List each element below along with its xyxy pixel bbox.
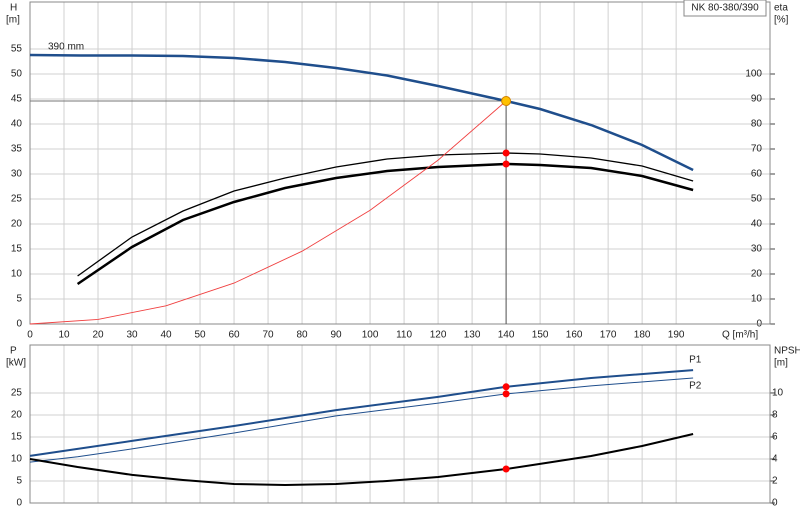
y-tick-label: 20 [11, 410, 23, 421]
y-axis-label: P [10, 346, 17, 357]
chart-title: NK 80-380/390 [691, 3, 759, 14]
y2-tick-label: 60 [751, 169, 763, 180]
y-tick-label: 15 [11, 244, 23, 255]
marker-point [501, 96, 512, 106]
series-label: P1 [689, 355, 702, 366]
marker-point [502, 160, 510, 168]
y-tick-label: 30 [11, 169, 23, 180]
y-tick-label: 10 [11, 269, 23, 280]
y-tick-label: 15 [11, 432, 23, 443]
marker-point [502, 390, 510, 398]
y2-tick-label: 50 [751, 194, 763, 205]
y2-tick-label: 0 [772, 498, 778, 509]
marker-point [502, 383, 510, 391]
y2-tick-label: 10 [751, 294, 763, 305]
marker-point [502, 149, 510, 157]
x-tick-label: 110 [396, 330, 412, 341]
x-tick-label: 140 [498, 330, 515, 341]
y2-tick-label: 70 [751, 144, 763, 155]
y2-tick-label: 6 [772, 432, 778, 443]
y2-tick-label: 40 [751, 219, 763, 230]
y-tick-label: 40 [11, 119, 23, 130]
y2-axis-unit: [%] [774, 15, 789, 26]
x-tick-label: 0 [27, 330, 33, 341]
x-tick-label: 10 [58, 330, 70, 341]
x-tick-label: 170 [600, 330, 617, 341]
x-tick-label: 40 [160, 330, 172, 341]
series-label: P2 [689, 381, 702, 392]
y2-tick-label: 90 [751, 94, 763, 105]
y2-tick-label: 30 [751, 244, 763, 255]
y2-tick-label: 8 [772, 410, 778, 421]
y-tick-label: 55 [11, 44, 23, 55]
title-box [683, 0, 767, 17]
plot-frame [29, 344, 771, 504]
x-tick-label: 180 [634, 330, 651, 341]
x-tick-label: 160 [566, 330, 583, 341]
x-tick-label: 130 [464, 330, 481, 341]
y2-axis-label: eta [774, 3, 788, 14]
y2-tick-label: 20 [751, 269, 763, 280]
y2-tick-label: 2 [772, 476, 778, 487]
x-tick-label: 30 [126, 330, 138, 341]
x-tick-label: 120 [430, 330, 447, 341]
y-tick-label: 45 [11, 94, 23, 105]
y-tick-label: 0 [16, 498, 22, 509]
series-label: 390 mm [48, 42, 84, 53]
plot-frame [29, 1, 771, 325]
series-line [29, 433, 694, 487]
y2-tick-label: 4 [772, 454, 778, 465]
y-tick-label: 5 [16, 476, 22, 487]
x-axis-label: Q [m³/h] [722, 330, 758, 341]
series-line [29, 53, 694, 172]
x-tick-label: 70 [262, 330, 274, 341]
y-tick-label: 5 [16, 294, 22, 305]
y-tick-label: 10 [11, 454, 23, 465]
series-line [29, 369, 694, 457]
y-axis-label: H [10, 3, 17, 14]
y-axis-unit: [kW] [6, 358, 26, 369]
x-tick-label: 150 [532, 330, 549, 341]
series-line [77, 152, 694, 277]
y-tick-label: 25 [11, 194, 23, 205]
x-tick-label: 20 [92, 330, 104, 341]
x-tick-label: 60 [228, 330, 240, 341]
y-axis-unit: [m] [6, 15, 20, 26]
series-line [29, 100, 507, 325]
series-line [29, 377, 694, 463]
x-tick-label: 80 [296, 330, 308, 341]
y-tick-label: 50 [11, 69, 23, 80]
series-line [76, 162, 694, 286]
y2-axis-unit: [m] [774, 358, 788, 369]
y-tick-label: 35 [11, 144, 23, 155]
x-tick-label: 90 [331, 330, 343, 341]
y-tick-label: 20 [11, 219, 23, 230]
marker-point [502, 465, 510, 473]
y2-axis-label: NPSH [774, 346, 800, 357]
y2-tick-label: 10 [772, 388, 784, 399]
x-tick-label: 190 [668, 330, 685, 341]
y2-tick-label: 100 [745, 69, 762, 80]
y2-tick-label: 80 [751, 119, 763, 130]
y-tick-label: 25 [11, 388, 23, 399]
x-tick-label: 100 [362, 330, 379, 341]
y-tick-label: 0 [16, 319, 22, 330]
x-tick-label: 50 [194, 330, 206, 341]
